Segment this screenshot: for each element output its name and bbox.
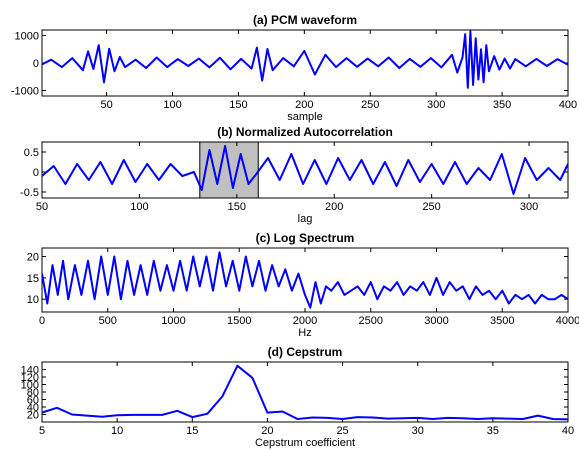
x-tick-label: 150 bbox=[229, 99, 247, 111]
x-tick-label: 4000 bbox=[556, 315, 579, 327]
chart-title: (a) PCM waveform bbox=[253, 13, 357, 27]
y-tick-label: 120 bbox=[21, 372, 39, 384]
y-tick-label: -0.5 bbox=[20, 187, 39, 199]
y-tick-label: 80 bbox=[27, 387, 39, 399]
x-tick-label: 200 bbox=[295, 99, 313, 111]
series-line bbox=[42, 364, 568, 421]
chart-title: (c) Log Spectrum bbox=[256, 231, 355, 245]
x-tick-label: 5 bbox=[39, 425, 45, 437]
x-tick-label: 20 bbox=[261, 425, 273, 437]
chart-panel-3: (c) Log Spectrum 0 500 1000 1500 2000 2500 3000… bbox=[27, 231, 579, 339]
axes-frame bbox=[41, 247, 569, 313]
y-tick-label: 15 bbox=[27, 273, 39, 285]
axes-frame bbox=[41, 361, 569, 423]
x-axis-label: Cepstrum coefficient bbox=[255, 437, 355, 449]
x-tick-label: 400 bbox=[559, 99, 577, 111]
x-tick-label: 2500 bbox=[359, 315, 383, 327]
x-tick-label: 1500 bbox=[227, 315, 251, 327]
y-tick-label: 0 bbox=[33, 167, 39, 179]
x-tick-label: 10 bbox=[111, 425, 123, 437]
x-tick-label: 0 bbox=[39, 315, 45, 327]
x-tick-label: 100 bbox=[163, 99, 181, 111]
x-tick-label: 350 bbox=[493, 99, 511, 111]
y-tick-label: 20 bbox=[27, 410, 39, 422]
x-tick-label: 250 bbox=[422, 201, 440, 213]
x-axis-label: sample bbox=[287, 111, 322, 123]
x-axis-label: Hz bbox=[298, 327, 311, 339]
x-tick-label: 3000 bbox=[424, 315, 448, 327]
x-tick-label: 200 bbox=[325, 201, 343, 213]
chart-panel-1: (a) PCM waveform 50 100 150 200 250 300 350 400 -… bbox=[11, 13, 577, 123]
chart-title: (d) Cepstrum bbox=[268, 345, 343, 359]
axes-frame bbox=[41, 141, 569, 199]
y-tick-label: 20 bbox=[27, 252, 39, 264]
x-axis-label: lag bbox=[298, 213, 313, 225]
x-tick-label: 300 bbox=[520, 201, 538, 213]
y-tick-label: 140 bbox=[21, 365, 39, 377]
y-tick-label: -1000 bbox=[11, 86, 39, 98]
series-line bbox=[42, 251, 568, 309]
x-tick-label: 25 bbox=[336, 425, 348, 437]
chart-panel-2: (b) Normalized Autocorrelation 50 100 150 20… bbox=[20, 125, 569, 225]
series-line bbox=[42, 30, 568, 89]
y-tick-label: 40 bbox=[27, 402, 39, 414]
x-tick-label: 40 bbox=[562, 425, 574, 437]
y-tick-label: 100 bbox=[21, 380, 39, 392]
axes-frame bbox=[41, 29, 569, 97]
x-tick-label: 35 bbox=[487, 425, 499, 437]
x-tick-label: 50 bbox=[100, 99, 112, 111]
x-tick-label: 300 bbox=[427, 99, 445, 111]
series-line bbox=[42, 145, 568, 195]
x-tick-label: 3500 bbox=[490, 315, 514, 327]
y-tick-label: 10 bbox=[27, 294, 39, 306]
x-tick-label: 2000 bbox=[293, 315, 317, 327]
x-tick-label: 250 bbox=[361, 99, 379, 111]
x-tick-label: 30 bbox=[412, 425, 424, 437]
x-tick-label: 100 bbox=[130, 201, 148, 213]
y-tick-label: 1000 bbox=[15, 31, 39, 43]
y-tick-label: 0 bbox=[33, 58, 39, 70]
x-tick-label: 50 bbox=[36, 201, 48, 213]
x-tick-label: 15 bbox=[186, 425, 198, 437]
y-tick-label: 0.5 bbox=[24, 147, 39, 159]
x-tick-label: 1000 bbox=[161, 315, 185, 327]
x-tick-label: 500 bbox=[99, 315, 117, 327]
x-tick-label: 150 bbox=[228, 201, 246, 213]
y-tick-label: 60 bbox=[27, 395, 39, 407]
chart-title: (b) Normalized Autocorrelation bbox=[217, 125, 393, 139]
